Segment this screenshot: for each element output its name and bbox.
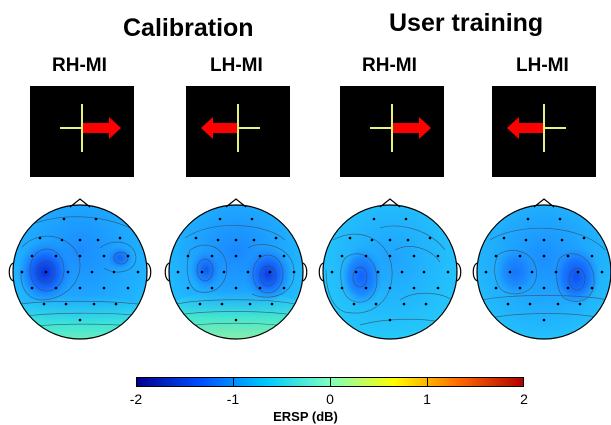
condition-label-calibration-rh: RH-MI [52, 55, 107, 76]
condition-label-calibration-lh: LH-MI [210, 55, 263, 76]
colorbar-tick-mark [330, 377, 331, 387]
scalp-map-training-lh [472, 198, 611, 340]
condition-label-training-lh: LH-MI [516, 55, 569, 76]
colorbar-tick-label: -1 [226, 391, 240, 407]
cue-panel-training-rh [340, 86, 444, 177]
scalp-map-training-rh [318, 198, 462, 340]
group-title-calibration: Calibration [123, 14, 254, 42]
cue-panel-training-lh [492, 86, 596, 177]
colorbar-tick-mark [427, 377, 428, 387]
colorbar-tick-label: -2 [129, 391, 143, 407]
cue-panel-calibration-rh [30, 86, 134, 177]
colorbar-tick-mark [233, 377, 234, 387]
colorbar-tick-label: 0 [326, 391, 334, 407]
colorbar-tick-label: 2 [520, 391, 528, 407]
scalp-map-calibration-lh [164, 198, 308, 340]
right-arrow-icon [83, 117, 121, 139]
group-title-user-training: User training [389, 9, 544, 37]
colorbar-tick-label: 1 [423, 391, 431, 407]
left-arrow-icon [507, 117, 543, 139]
right-arrow-icon [393, 117, 431, 139]
condition-label-training-rh: RH-MI [362, 55, 417, 76]
left-arrow-icon [201, 117, 237, 139]
colorbar-label: ERSP (dB) [273, 409, 338, 424]
scalp-map-calibration-rh [8, 198, 152, 340]
cue-panel-calibration-lh [186, 86, 290, 177]
